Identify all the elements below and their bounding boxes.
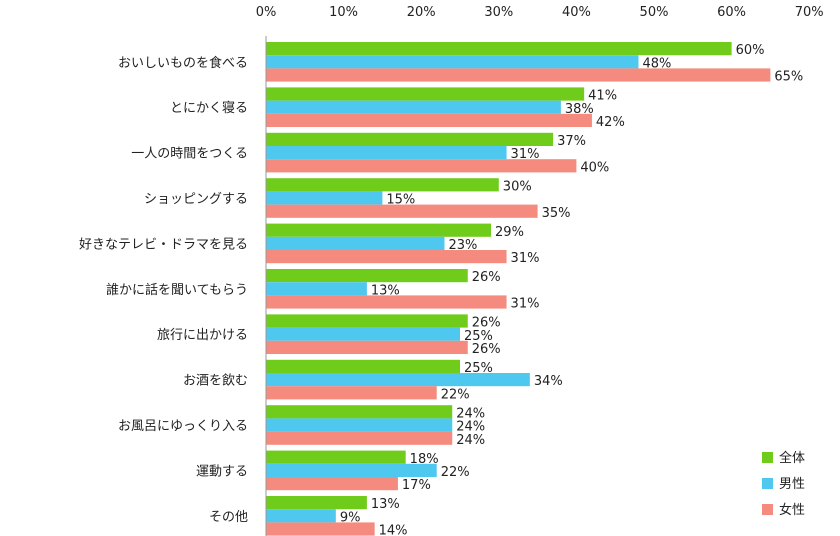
bar xyxy=(266,386,437,400)
data-label: 60% xyxy=(736,43,765,58)
bar xyxy=(266,236,445,250)
legend-label: 男性 xyxy=(779,477,805,492)
data-label: 48% xyxy=(642,56,671,71)
data-label: 35% xyxy=(542,206,571,221)
legend-swatch xyxy=(762,478,773,489)
legend-label: 全体 xyxy=(779,450,805,466)
data-labels: 60% 48% 65% 41%38%42% 37% 31% 40% 30% 15% 35% 29% 2… xyxy=(340,43,803,536)
bar xyxy=(266,132,554,146)
data-label: 37% xyxy=(557,134,586,149)
bar xyxy=(266,340,468,354)
data-label: 26% xyxy=(472,270,501,285)
bar xyxy=(266,496,367,510)
data-label: 26% xyxy=(472,316,501,331)
data-label: 65% xyxy=(774,70,803,85)
bar xyxy=(266,295,507,309)
legend-swatch xyxy=(762,504,773,515)
data-label: 24% xyxy=(456,406,485,421)
category-label: とにかく寝る xyxy=(170,100,248,116)
bar xyxy=(266,204,538,218)
x-tick-label: 50% xyxy=(640,5,669,20)
data-label: 22% xyxy=(441,387,470,402)
data-label: 34% xyxy=(534,374,563,389)
data-label: 42% xyxy=(596,115,625,130)
category-labels: おいしいものを食べるとにかく寝る一人の時間をつくるショッピングする好きなテレビ・… xyxy=(79,55,248,525)
data-label: 24% xyxy=(456,420,485,435)
x-tick-label: 40% xyxy=(562,5,591,20)
x-axis-ticks: 0% 10% 20% 30% 40% 50% 60% 70% xyxy=(256,5,824,20)
bar xyxy=(266,159,577,173)
data-label: 29% xyxy=(495,225,524,240)
bar xyxy=(266,223,492,237)
bar xyxy=(266,359,460,373)
x-tick-label: 0% xyxy=(256,5,277,20)
category-label: おいしいものを食べる xyxy=(118,55,248,71)
bar xyxy=(266,55,639,69)
data-label: 22% xyxy=(441,465,470,480)
data-label: 31% xyxy=(511,251,540,266)
x-tick-label: 10% xyxy=(329,5,358,20)
bar xyxy=(266,522,375,536)
bar xyxy=(266,269,468,283)
x-tick-label: 60% xyxy=(717,5,746,20)
bar xyxy=(266,418,453,432)
data-label: 13% xyxy=(371,497,400,512)
bar xyxy=(266,87,585,101)
data-label: 26% xyxy=(472,342,501,357)
data-label: 30% xyxy=(503,179,532,194)
legend-label: 女性 xyxy=(779,502,805,518)
data-label: 38% xyxy=(565,102,594,117)
bar xyxy=(266,327,460,341)
data-label: 40% xyxy=(580,160,609,175)
category-label: 誰かに話を聞いてもらう xyxy=(106,282,248,298)
data-label: 9% xyxy=(340,510,361,525)
bar xyxy=(266,431,453,445)
x-tick-label: 20% xyxy=(407,5,436,20)
bar xyxy=(266,191,383,205)
data-label: 18% xyxy=(410,452,439,467)
data-label: 14% xyxy=(379,524,408,536)
category-label: お風呂にゆっくり入る xyxy=(118,419,248,434)
bar xyxy=(266,405,453,419)
bar xyxy=(266,373,530,387)
bar xyxy=(266,509,336,523)
bar xyxy=(266,68,771,82)
data-label: 17% xyxy=(402,478,431,493)
bar xyxy=(266,42,732,56)
data-label: 13% xyxy=(371,283,400,298)
bar xyxy=(266,282,367,296)
data-label: 31% xyxy=(511,147,540,162)
data-label: 25% xyxy=(464,329,493,344)
bar xyxy=(266,463,437,477)
bar xyxy=(266,450,406,464)
bar xyxy=(266,113,592,127)
category-label: ショッピングする xyxy=(144,192,248,207)
data-label: 25% xyxy=(464,361,493,376)
data-label: 41% xyxy=(588,89,617,104)
bar xyxy=(266,146,507,160)
category-label: その他 xyxy=(209,510,248,525)
data-label: 23% xyxy=(448,238,477,253)
x-tick-label: 30% xyxy=(484,5,513,20)
legend-swatch xyxy=(762,452,773,463)
bar xyxy=(266,100,561,114)
bar xyxy=(266,250,507,264)
data-label: 15% xyxy=(386,193,415,208)
category-label: 運動する xyxy=(196,464,248,479)
data-label: 24% xyxy=(456,433,485,448)
x-tick-label: 70% xyxy=(795,5,824,20)
category-label: お酒を飲む xyxy=(183,373,248,389)
category-label: 一人の時間をつくる xyxy=(131,147,248,162)
bar xyxy=(266,477,398,491)
bar xyxy=(266,178,499,192)
bar xyxy=(266,314,468,328)
category-label: 旅行に出かける xyxy=(157,328,248,343)
bars xyxy=(266,42,771,536)
category-label: 好きなテレビ・ドラマを見る xyxy=(79,237,248,252)
data-label: 31% xyxy=(511,297,540,312)
